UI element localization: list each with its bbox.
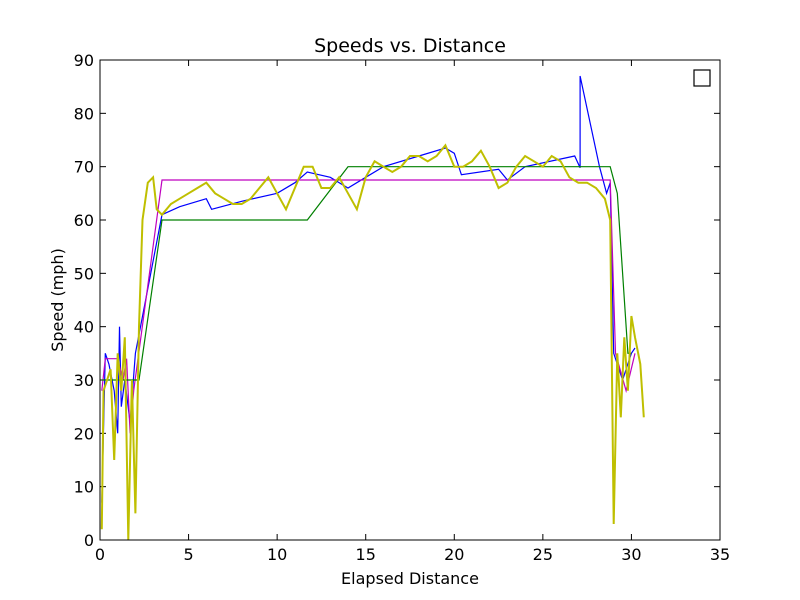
y-tick-label: 40 (74, 318, 94, 337)
x-tick-label: 10 (267, 545, 287, 564)
line-series (100, 143, 645, 540)
x-tick-label: 25 (533, 545, 553, 564)
x-tick-label: 35 (710, 545, 730, 564)
y-axis-label: Speed (mph) (48, 248, 67, 352)
line-series (101, 166, 632, 381)
y-tick-label: 80 (74, 104, 94, 123)
x-axis-label: Elapsed Distance (341, 569, 479, 588)
y-tick-label: 30 (74, 371, 94, 390)
x-tick-label: 15 (356, 545, 376, 564)
y-tick-label: 70 (74, 158, 94, 177)
y-tick-label: 60 (74, 211, 94, 230)
y-tick-label: 50 (74, 264, 94, 283)
line-series (101, 75, 636, 503)
y-tick-label: 10 (74, 478, 94, 497)
y-tick-label: 20 (74, 424, 94, 443)
chart-title: Speeds vs. Distance (314, 35, 506, 57)
x-tick-label: 30 (621, 545, 641, 564)
x-tick-label: 0 (95, 545, 105, 564)
y-tick-label: 90 (74, 51, 94, 70)
plot-frame (99, 59, 721, 541)
x-tick-label: 20 (444, 545, 464, 564)
x-tick-label: 5 (183, 545, 193, 564)
y-tick-label: 0 (84, 531, 94, 550)
legend (693, 69, 711, 87)
